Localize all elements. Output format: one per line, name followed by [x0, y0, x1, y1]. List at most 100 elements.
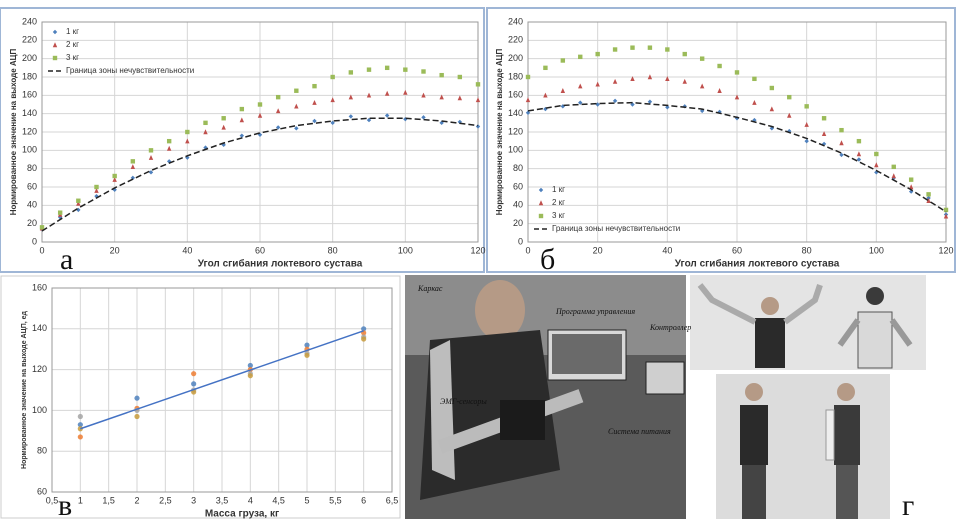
y-tick-label: 80 — [27, 163, 37, 173]
point — [330, 75, 334, 79]
x-tick-label: 60 — [732, 245, 742, 255]
point — [700, 56, 704, 60]
point — [191, 371, 196, 376]
point — [822, 116, 826, 120]
point — [752, 77, 756, 81]
point — [78, 414, 83, 419]
point — [258, 102, 262, 106]
photo-label: ЭМГ-сенсоры — [440, 397, 487, 406]
point — [385, 66, 389, 70]
y-tick-label: 200 — [508, 53, 523, 63]
y-tick-label: 60 — [27, 181, 37, 191]
point — [58, 210, 62, 214]
x-tick-label: 4,5 — [272, 495, 285, 505]
legend-swatch — [539, 214, 543, 218]
x-tick-label: 40 — [662, 245, 672, 255]
x-tick-label: 120 — [470, 245, 485, 255]
x-tick-label: 0 — [525, 245, 530, 255]
point — [134, 414, 139, 419]
x-tick-label: 0 — [39, 245, 44, 255]
y-tick-label: 160 — [22, 90, 37, 100]
x-tick-label: 6,5 — [386, 495, 399, 505]
point — [561, 58, 565, 62]
point — [94, 185, 98, 189]
point — [76, 199, 80, 203]
y-tick-label: 140 — [22, 108, 37, 118]
y-tick-label: 160 — [508, 90, 523, 100]
y-tick-label: 120 — [32, 364, 47, 374]
y-tick-label: 160 — [32, 282, 47, 292]
x-tick-label: 5 — [304, 495, 309, 505]
y-tick-label: 120 — [22, 126, 37, 136]
x-tick-label: 3 — [191, 495, 196, 505]
x-tick-label: 0,5 — [46, 495, 59, 505]
x-tick-label: 20 — [593, 245, 603, 255]
point — [857, 139, 861, 143]
point — [276, 95, 280, 99]
point — [367, 67, 371, 71]
point — [312, 84, 316, 88]
legend-label: 3 кг — [552, 211, 565, 220]
legend-label: 1 кг — [66, 27, 79, 36]
point — [361, 336, 366, 341]
panel-c — [1, 276, 400, 518]
point — [543, 66, 547, 70]
point — [578, 55, 582, 59]
point — [804, 104, 808, 108]
y-tick-label: 20 — [513, 218, 523, 228]
legend-swatch — [53, 56, 57, 60]
x-axis-label: Угол сгибания локтевого сустава — [198, 258, 363, 270]
x-tick-label: 2,5 — [159, 495, 172, 505]
figure: Каркас Программа управления Контроллер Э… — [0, 0, 956, 519]
y-tick-label: 240 — [22, 16, 37, 26]
point — [892, 165, 896, 169]
point — [458, 75, 462, 79]
y-tick-label: 100 — [22, 145, 37, 155]
point — [167, 139, 171, 143]
point — [191, 381, 196, 386]
y-axis-label: Нормированное значение на выходе АЦП, ед — [21, 310, 28, 468]
x-tick-label: 6 — [361, 495, 366, 505]
point — [439, 73, 443, 77]
panel-letter: б — [540, 243, 555, 276]
point — [874, 152, 878, 156]
x-tick-label: 1 — [78, 495, 83, 505]
legend-label: 1 кг — [552, 185, 565, 194]
point — [248, 373, 253, 378]
point — [185, 130, 189, 134]
panel-letter: а — [60, 243, 73, 276]
point — [131, 159, 135, 163]
point — [595, 52, 599, 56]
photo-label: Система питания — [608, 427, 671, 436]
x-tick-label: 5,5 — [329, 495, 342, 505]
point — [421, 69, 425, 73]
y-tick-label: 180 — [508, 71, 523, 81]
x-tick-label: 100 — [398, 245, 413, 255]
y-axis-label: Нормированное значение на выходе АЦП — [495, 48, 504, 215]
x-tick-label: 120 — [938, 245, 953, 255]
x-tick-label: 3,5 — [216, 495, 229, 505]
x-tick-label: 40 — [182, 245, 192, 255]
point — [909, 177, 913, 181]
y-tick-label: 140 — [32, 323, 47, 333]
point — [665, 47, 669, 51]
photo-label: Контроллер — [649, 323, 691, 332]
y-tick-label: 60 — [513, 181, 523, 191]
y-tick-label: 40 — [513, 200, 523, 210]
point — [735, 70, 739, 74]
legend-label: Граница зоны нечувствительности — [552, 224, 680, 233]
point — [770, 86, 774, 90]
point — [787, 95, 791, 99]
photo-front-back — [690, 275, 926, 370]
point — [839, 128, 843, 132]
y-tick-label: 40 — [27, 200, 37, 210]
y-tick-label: 140 — [508, 108, 523, 118]
y-tick-label: 0 — [518, 236, 523, 246]
x-tick-label: 2 — [134, 495, 139, 505]
point — [630, 45, 634, 49]
y-tick-label: 120 — [508, 126, 523, 136]
y-axis-label: Нормированное значение на выходе АЦП — [9, 48, 18, 215]
y-tick-label: 220 — [22, 35, 37, 45]
x-axis-label: Угол сгибания локтевого сустава — [675, 258, 840, 270]
y-tick-label: 80 — [513, 163, 523, 173]
